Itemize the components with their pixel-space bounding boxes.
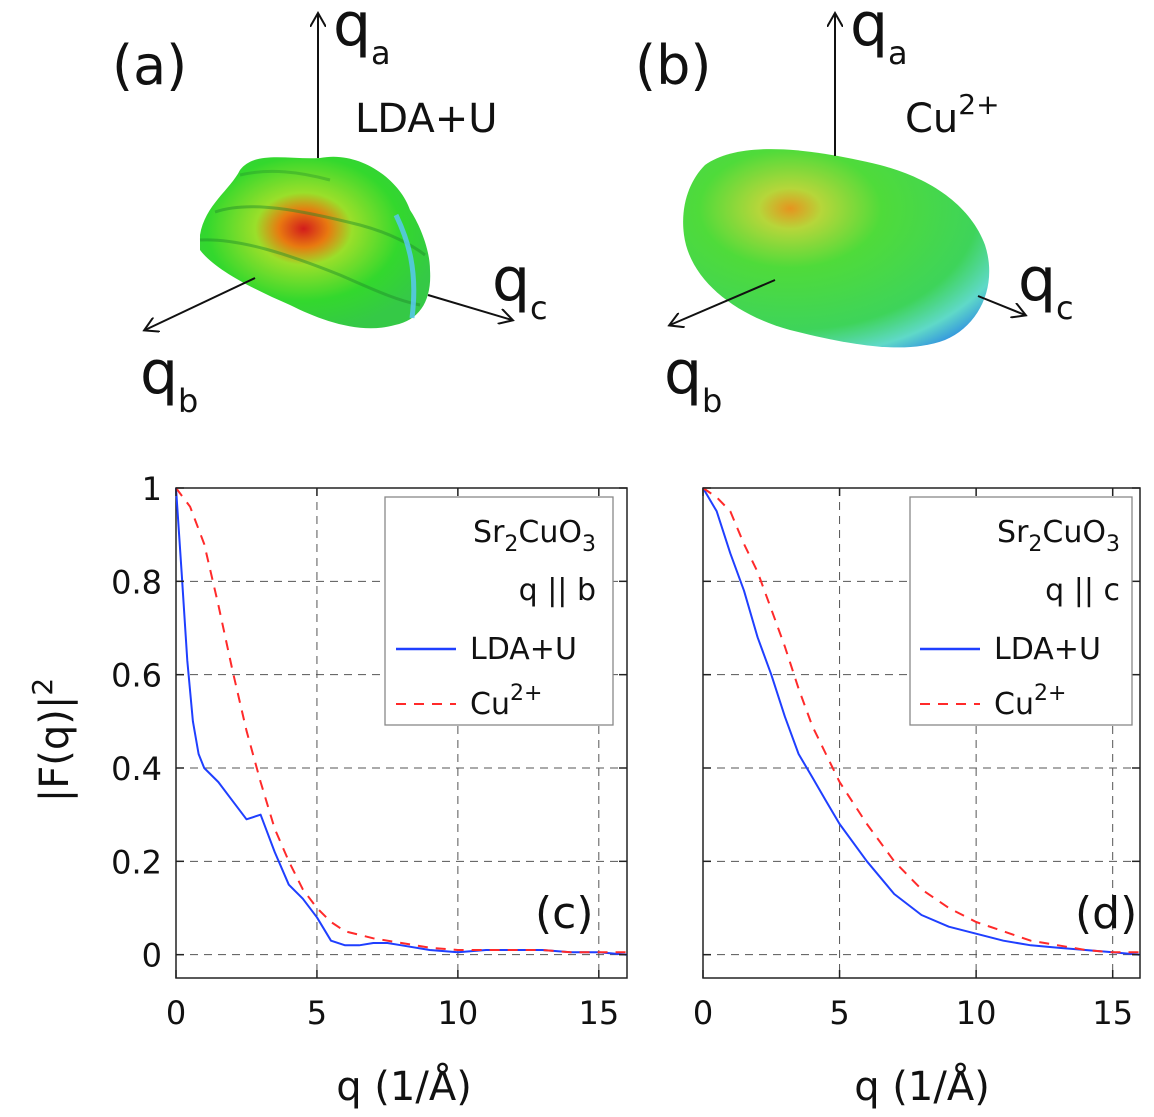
legend-direction-d: q || c — [1045, 573, 1120, 608]
axis-qc-arrow-a — [427, 294, 512, 320]
axis-qc-arrow-b — [977, 295, 1025, 315]
axis-qa-label-a: q a — [333, 0, 391, 72]
legend-direction-c: q || b — [519, 573, 596, 608]
y-tick-label: 0.8 — [111, 563, 162, 601]
plot-d-xlabel: q (1/Å) — [854, 1062, 990, 1110]
x-tick-label: 0 — [166, 994, 186, 1032]
plot-d-series — [702, 487, 1141, 956]
plot-c: 0 5 10 15 0 0.2 0.4 0.6 0.8 1 Sr2CuO3 q || b LDA+… — [26, 470, 628, 1110]
legend-compound-c: Sr2CuO3 — [473, 515, 596, 557]
x-tick-label: 5 — [829, 994, 849, 1032]
legend-entry-ldau-d: LDA+U — [994, 632, 1101, 667]
panel-b-ion-label: Cu2+ — [905, 88, 1000, 142]
legend-entry-cu-d: Cu2+ — [994, 681, 1066, 722]
svg-text:b: b — [178, 382, 198, 420]
svg-text:q: q — [1018, 245, 1056, 315]
axis-qb-arrow-a — [145, 277, 256, 330]
axis-qb-label-b: q b — [664, 338, 722, 420]
plot-c-xlabel: q (1/Å) — [336, 1062, 472, 1110]
axis-qc-label-b: q c — [1018, 245, 1074, 327]
y-tick-label: 0 — [142, 937, 162, 975]
y-tick-label: 0.4 — [111, 750, 162, 788]
x-tick-label: 5 — [307, 994, 327, 1032]
svg-text:q: q — [664, 338, 702, 408]
svg-text:a: a — [371, 34, 391, 72]
x-tick-label: 10 — [438, 994, 479, 1032]
y-tick-label: 0.2 — [111, 843, 162, 881]
panel-a-method-label: LDA+U — [355, 96, 498, 142]
series-line-ldau — [702, 487, 1141, 956]
y-tick-label: 0.6 — [111, 657, 162, 695]
plot-d: 0 5 10 15 Sr2CuO3 q || c LDA+U Cu2+ (d) q (… — [693, 487, 1141, 1110]
plot-c-series — [175, 487, 628, 956]
svg-text:q: q — [140, 338, 178, 408]
plot-c-panel-label: (c) — [535, 888, 594, 939]
panel-b-label: (b) — [635, 34, 711, 97]
panel-b-shape — [683, 149, 990, 348]
x-tick-label: 15 — [1092, 994, 1133, 1032]
y-tick-label: 1 — [142, 470, 162, 508]
svg-text:q: q — [492, 245, 530, 315]
svg-text:q: q — [333, 0, 371, 60]
plot-d-ticks: 0 5 10 15 — [693, 487, 1140, 1032]
x-tick-label: 10 — [956, 994, 997, 1032]
svg-text:q: q — [850, 0, 888, 60]
legend-entry-cu-c: Cu2+ — [470, 681, 542, 722]
x-tick-label: 15 — [578, 994, 619, 1032]
plot-c-ylabel: |F(q)|2 — [26, 678, 78, 802]
panel-a-3d: (a) q a q b q c LDA+U — [112, 0, 548, 420]
plot-d-panel-label: (d) — [1075, 888, 1137, 939]
svg-text:c: c — [530, 289, 548, 327]
x-tick-label: 0 — [693, 994, 713, 1032]
plot-c-legend: Sr2CuO3 q || b LDA+U Cu2+ — [384, 496, 614, 726]
axis-qa-label-b: q a — [850, 0, 908, 72]
series-line-cu2plus — [175, 487, 627, 954]
plot-d-legend: Sr2CuO3 q || c LDA+U Cu2+ — [909, 496, 1133, 726]
svg-text:b: b — [702, 382, 722, 420]
panel-a-shape — [199, 156, 431, 329]
panel-b-3d: (b) q a q b q c Cu2+ — [635, 0, 1074, 420]
panel-a-label: (a) — [112, 34, 187, 97]
legend-compound-d: Sr2CuO3 — [997, 515, 1120, 557]
series-line-cu2plus — [702, 487, 1140, 954]
plot-c-ticks: 0 5 10 15 0 0.2 0.4 0.6 0.8 1 — [111, 470, 627, 1032]
axis-qb-arrow-b — [670, 279, 776, 325]
axis-qc-label-a: q c — [492, 245, 548, 327]
axis-qb-label-a: q b — [140, 338, 198, 420]
series-line-ldau — [175, 487, 628, 956]
svg-text:a: a — [888, 34, 908, 72]
legend-entry-ldau-c: LDA+U — [470, 632, 577, 667]
svg-text:c: c — [1056, 289, 1074, 327]
